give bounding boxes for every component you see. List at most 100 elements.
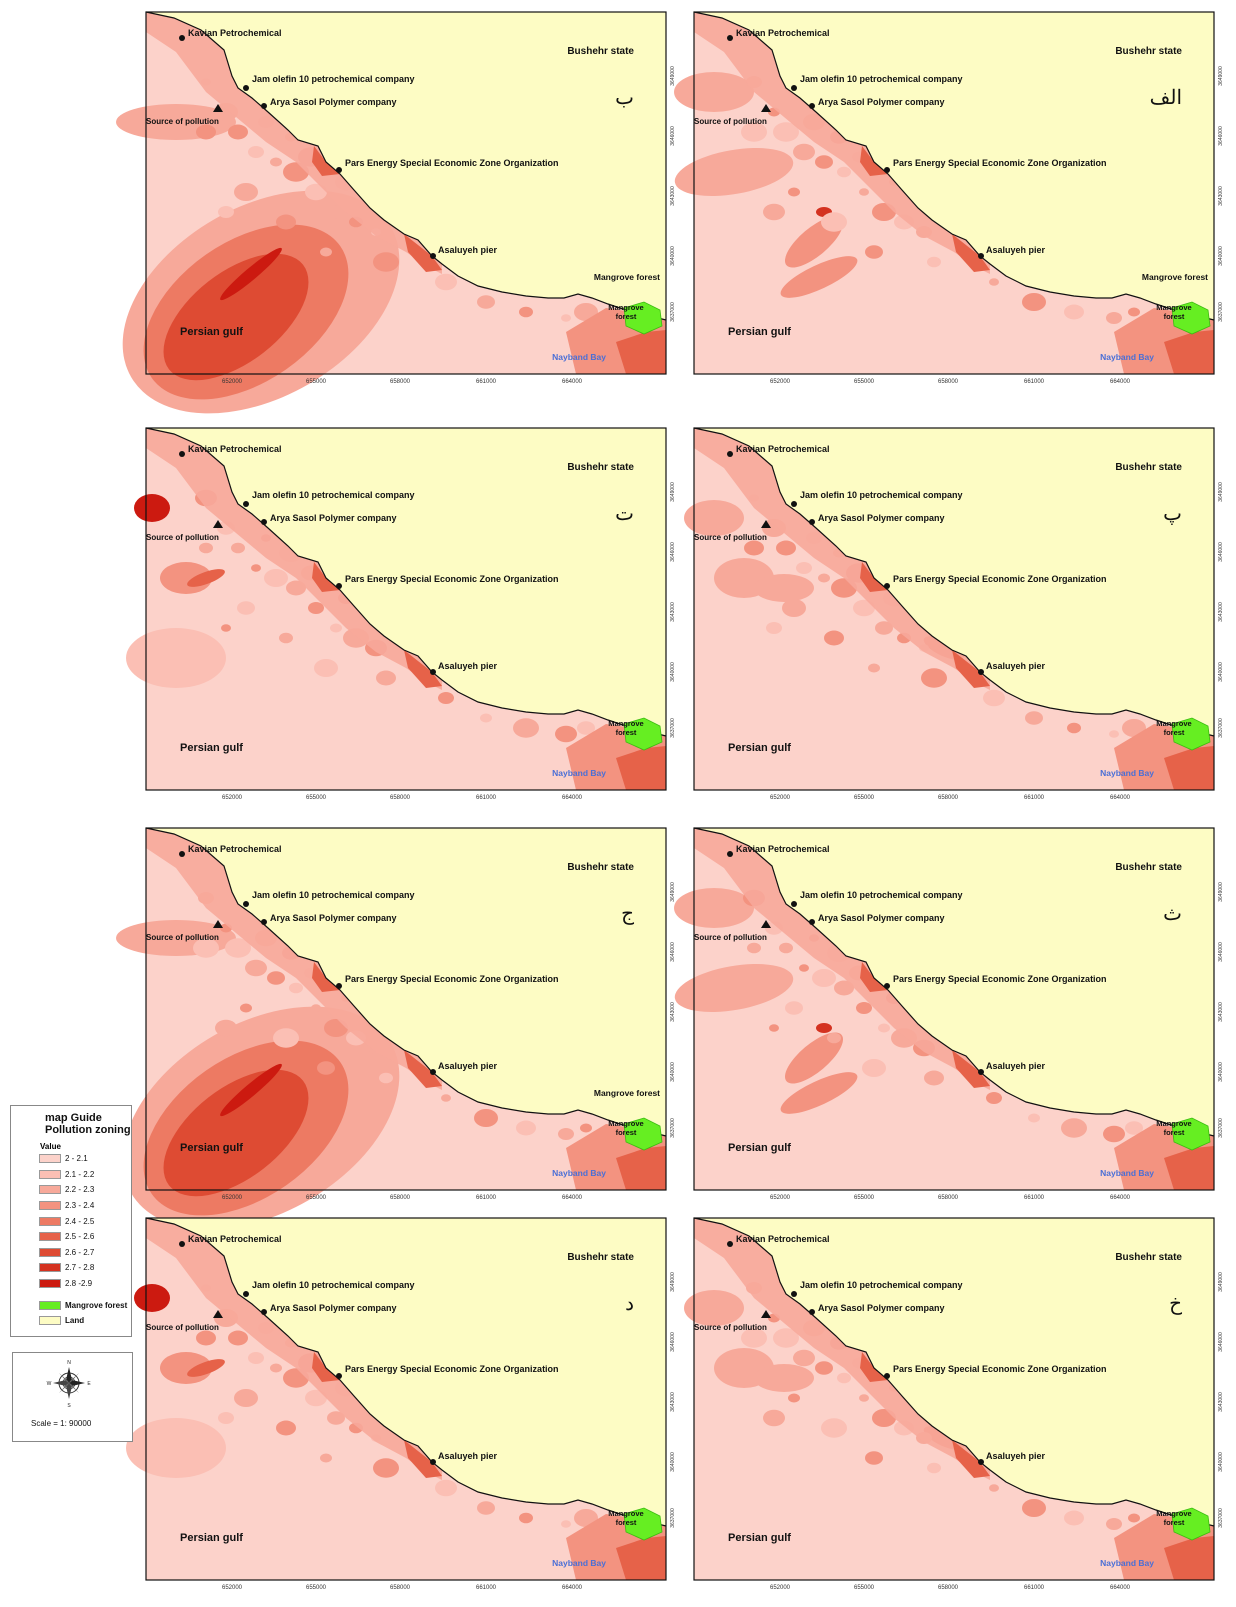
facility-point [243,501,249,507]
legend-swatch [39,1263,61,1273]
label-kavian: Kavian Petrochemical [188,844,282,854]
x-tick-label: 652000 [770,1195,791,1201]
facility-point [261,519,267,525]
label-asaluyeh: Asaluyeh pier [438,661,498,671]
label-nayband-bay: Nayband Bay [1100,1168,1154,1178]
pollution-source-icon [213,920,223,928]
x-tick-label: 652000 [222,1585,243,1591]
legend-class-label: 2.4 - 2.5 [65,1216,95,1226]
y-tick-label: 3640000 [1218,1062,1224,1082]
y-tick-label: 3649000 [670,482,676,502]
label-asaluyeh: Asaluyeh pier [438,245,498,255]
x-tick-label: 661000 [1024,795,1045,801]
panel-letter: ب [615,85,634,109]
label-kavian: Kavian Petrochemical [188,28,282,38]
land-area [146,428,666,736]
label-forest: forest [616,1518,637,1527]
label-source-of-pollution: Source of pollution [694,933,767,942]
label-jam-olefin: Jam olefin 10 petrochemical company [800,890,963,900]
pollution-source-icon [761,520,771,528]
facility-point [884,167,890,173]
label-bushehr: Bushehr state [1115,46,1182,57]
mangrove-forest-area [1171,301,1211,335]
map-frame [693,1217,1215,1581]
legend-swatch [39,1169,61,1179]
y-tick-label: 3643000 [1218,1002,1224,1022]
label-source-of-pollution: Source of pollution [146,1323,219,1332]
panel-letter: د [625,1291,634,1315]
x-tick-label: 655000 [306,1195,327,1201]
compass-s: S [67,1403,71,1409]
label-arya-sasol: Arya Sasol Polymer company [270,1303,397,1313]
y-tick-label: 3640000 [670,662,676,682]
map-svg: Kavian Petrochemical Bushehr state Jam ole… [674,11,1224,385]
facility-point [884,1373,890,1379]
map-svg: Kavian Petrochemical Bushehr state Jam ole… [116,11,676,414]
label-arya-sasol: Arya Sasol Polymer company [270,913,397,923]
facility-point [791,85,797,91]
facility-point [243,901,249,907]
facility-point [430,669,436,675]
legend-row: 2.8 -2.9 [39,1276,131,1292]
y-tick-label: 3649000 [670,66,676,86]
y-tick-label: 3637000 [670,1508,676,1528]
panel-letter: الف [1150,85,1182,109]
label-kavian: Kavian Petrochemical [736,28,830,38]
label-forest: forest [1164,312,1185,321]
facility-point [336,167,342,173]
facility-point [336,1373,342,1379]
facility-point [261,1309,267,1315]
facility-point [809,519,815,525]
coastline [145,1217,667,1527]
y-tick-label: 3637000 [1218,1118,1224,1138]
label-mangrove: Mangrove [608,1509,643,1518]
map-frame [145,1217,667,1581]
label-mangrove: Mangrove [1156,719,1191,728]
y-tick-label: 3643000 [670,602,676,622]
y-tick-label: 3649000 [670,1272,676,1292]
label-arya-sasol: Arya Sasol Polymer company [270,513,397,523]
label-nayband-bay: Nayband Bay [552,1558,606,1568]
compass-rose-icon: N S W E [47,1360,92,1409]
y-tick-label: 3646000 [670,942,676,962]
label-arya-sasol: Arya Sasol Polymer company [818,97,945,107]
x-tick-label: 652000 [222,379,243,385]
legend-swatch [39,1232,61,1242]
label-forest: forest [1164,1518,1185,1527]
legend-swatch-mangrove [39,1300,61,1310]
mangrove-forest-area [1171,1507,1211,1541]
land-area [146,1218,666,1526]
legend-row: 2.7 - 2.8 [39,1260,131,1276]
x-tick-label: 652000 [770,1585,791,1591]
pollution-source-icon [213,1310,223,1318]
panel-letter: خ [1169,1291,1182,1315]
x-tick-label: 658000 [390,795,411,801]
label-mangrove: Mangrove [1156,1119,1191,1128]
facility-point [243,1291,249,1297]
label-source-of-pollution: Source of pollution [694,117,767,126]
label-kavian: Kavian Petrochemical [736,444,830,454]
legend-class-label: 2.8 -2.9 [65,1279,93,1289]
coastline [145,827,667,1137]
y-tick-label: 3640000 [1218,246,1224,266]
label-pars-energy: Pars Energy Special Economic Zone Organi… [345,574,559,584]
mangrove-forest-area [623,717,663,751]
y-tick-label: 3637000 [1218,1508,1224,1528]
x-tick-label: 658000 [938,1585,959,1591]
x-tick-label: 661000 [476,1585,497,1591]
map-frame [145,427,667,791]
y-tick-label: 3649000 [1218,482,1224,502]
coastline [693,1217,1215,1527]
label-forest: forest [616,1128,637,1137]
legend-swatch [39,1216,61,1226]
map-frame [145,11,667,375]
label-mangrove: Mangrove [608,719,643,728]
label-jam-olefin: Jam olefin 10 petrochemical company [800,1280,963,1290]
x-tick-label: 661000 [1024,379,1045,385]
label-persian-gulf: Persian gulf [180,1532,243,1544]
facility-point [727,451,733,457]
coastline [693,11,1215,321]
label-bushehr: Bushehr state [567,46,634,57]
x-tick-label: 658000 [390,1195,411,1201]
label-mangrove-forest: Mangrove forest [1142,272,1208,282]
